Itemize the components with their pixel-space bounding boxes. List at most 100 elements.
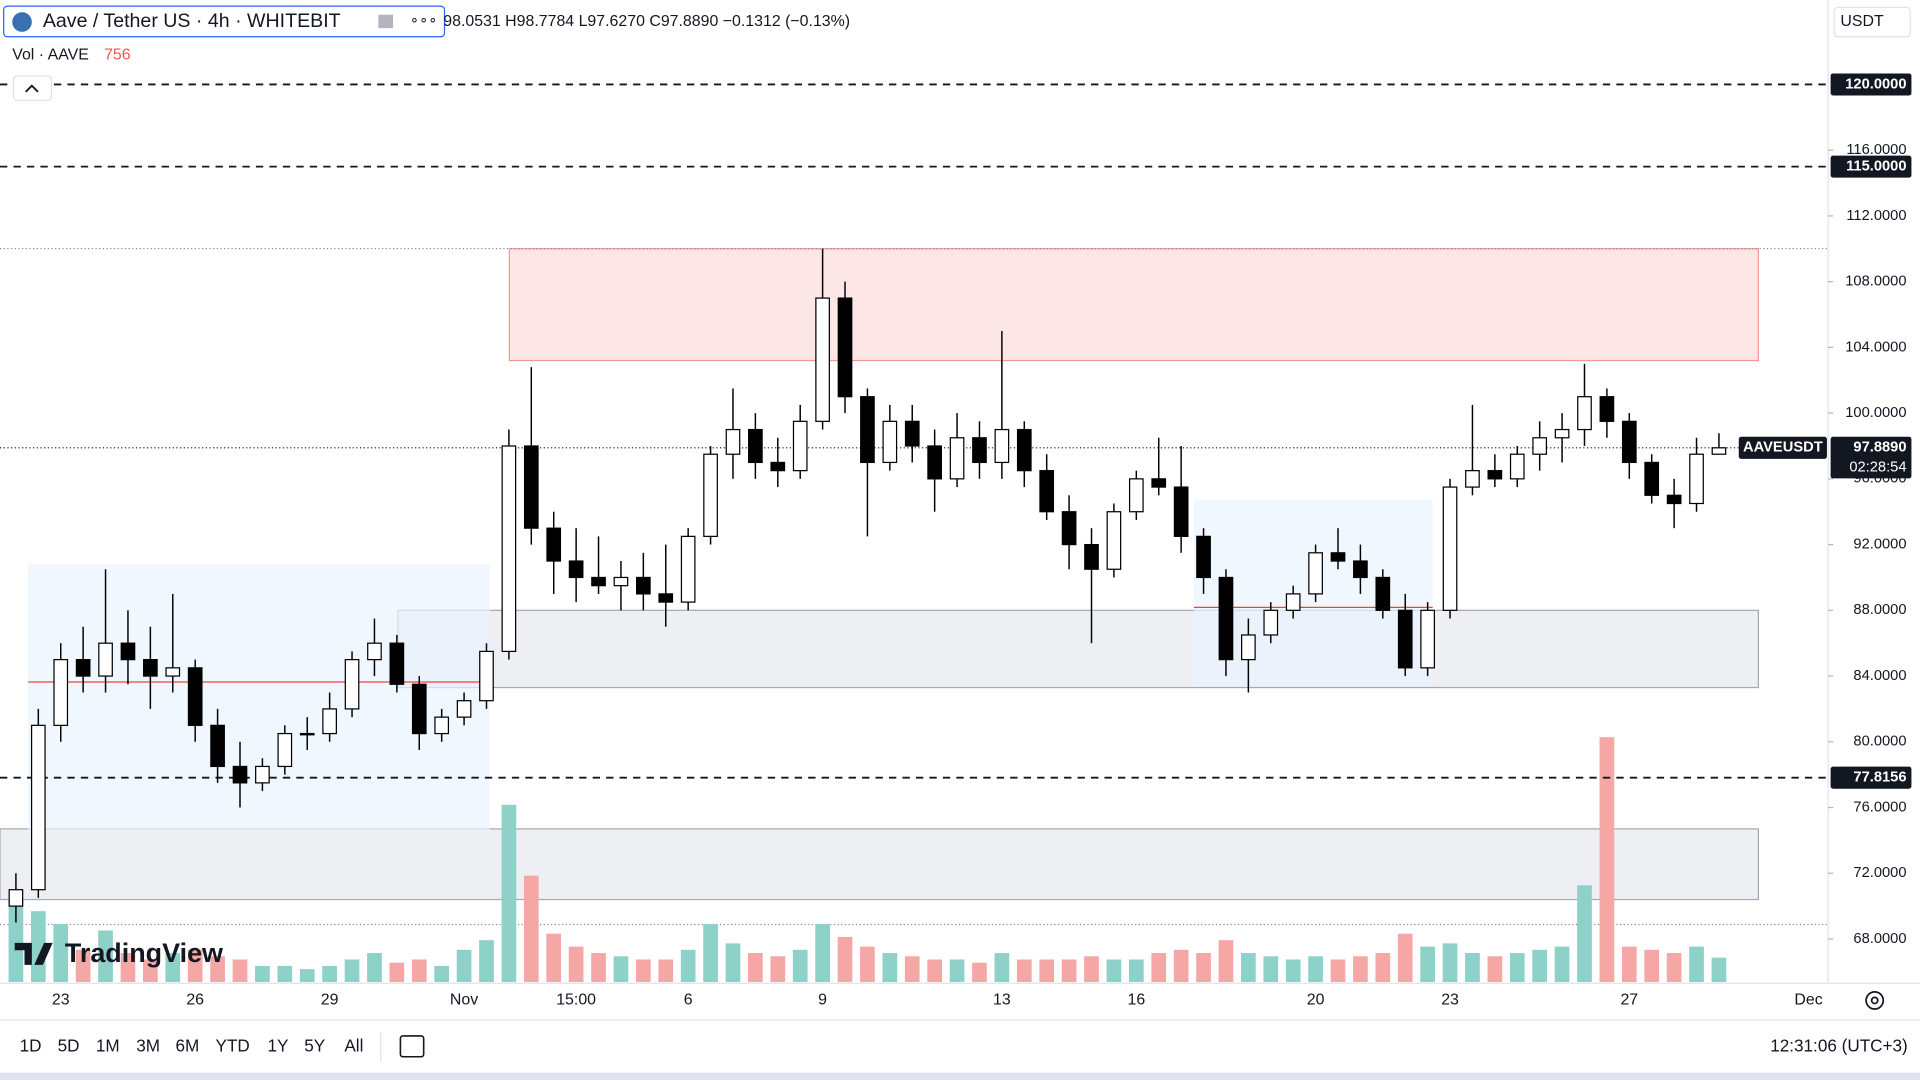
range-button[interactable]: YTD <box>216 1035 250 1055</box>
range-button[interactable]: 6M <box>175 1035 199 1055</box>
settings-icon[interactable] <box>1865 990 1885 1010</box>
collapse-button[interactable] <box>12 75 53 102</box>
range-button[interactable]: 5D <box>58 1035 80 1055</box>
symbol-box[interactable] <box>3 5 446 38</box>
level-label: 115.0000 <box>1846 159 1906 175</box>
volume-bar <box>1330 959 1346 983</box>
zone <box>0 828 1759 901</box>
candle-body <box>30 724 46 891</box>
range-button[interactable]: 1Y <box>267 1035 289 1055</box>
volume-bar <box>344 959 360 983</box>
candle-body <box>1532 437 1548 455</box>
candle-body <box>1353 560 1368 579</box>
candle-body <box>1442 486 1458 611</box>
volume-bar <box>568 946 584 983</box>
candle-body <box>1241 634 1256 661</box>
collapse-icon <box>25 84 39 93</box>
level-label: 120.0000 <box>1845 76 1906 92</box>
volume-bar <box>1106 959 1122 983</box>
x-tick-label: 9 <box>818 992 827 1009</box>
y-tick-label: 112.0000 <box>1846 208 1906 224</box>
volume-bar <box>591 953 606 983</box>
range-button[interactable]: 5Y <box>304 1035 326 1055</box>
volume-bar <box>994 953 1010 983</box>
candle-body <box>680 535 696 603</box>
candle-body <box>1285 593 1301 611</box>
volume-bar <box>277 965 293 983</box>
volume-bar <box>1420 946 1435 983</box>
volume-bar <box>120 953 136 983</box>
x-tick-label: Dec <box>1794 992 1822 1009</box>
volume-bar <box>1577 885 1592 983</box>
volume-bar <box>165 953 181 983</box>
range-button[interactable]: 3M <box>136 1035 160 1055</box>
level-label-box <box>1830 73 1912 96</box>
axis-layer: 68.0000 72.0000 76.0000 80.0000 84.0000 88.00… <box>52 73 1912 1009</box>
volume-bar <box>1285 959 1301 983</box>
candle-body <box>1554 428 1570 439</box>
volume-bar <box>187 949 203 983</box>
volume-bar <box>837 936 853 983</box>
volume-bar <box>860 946 875 983</box>
y-tick-label: 88.0000 <box>1853 602 1906 618</box>
candle-body <box>1509 453 1525 480</box>
flag-icon[interactable] <box>378 14 394 29</box>
candle-body <box>972 437 987 464</box>
x-tick-label: 13 <box>993 992 1011 1009</box>
volume-bar <box>1487 956 1503 983</box>
brand-icon <box>14 942 53 965</box>
candle-body <box>456 700 472 718</box>
clock: 12:31:06 (UTC+3) <box>1770 1035 1908 1055</box>
volume-bar <box>232 959 248 983</box>
volume-bar <box>703 924 718 983</box>
volume-bar <box>1442 943 1458 983</box>
volume-bar <box>1151 953 1167 983</box>
candle-body <box>322 708 337 735</box>
candle-body <box>1173 486 1189 537</box>
volume-bar <box>949 959 965 983</box>
y-tick-label: 108.0000 <box>1845 274 1906 290</box>
volume-bar <box>411 959 427 983</box>
y-tick-label: 68.0000 <box>1853 931 1906 947</box>
volume-bar <box>1263 956 1279 983</box>
candle-body <box>1621 420 1637 464</box>
candle-body <box>53 659 69 726</box>
candle-body <box>882 420 898 464</box>
candle-body <box>748 428 763 464</box>
volume-bar <box>299 969 315 983</box>
y-tick-label: 72.0000 <box>1853 865 1906 881</box>
range-button[interactable]: All <box>344 1035 363 1055</box>
volume-bar <box>1666 953 1682 983</box>
volume-bar <box>75 949 91 983</box>
volume-bar <box>143 959 158 983</box>
candle-body <box>1420 609 1435 669</box>
level-label: 77.8156 <box>1853 770 1906 786</box>
volume-bar <box>523 875 539 983</box>
candle-body <box>1666 494 1682 505</box>
y-tick-label: 104.0000 <box>1845 339 1906 355</box>
y-tick-label: 76.0000 <box>1853 799 1906 815</box>
volume-bar <box>882 953 898 983</box>
volume-bar <box>1375 953 1391 983</box>
currency-button[interactable] <box>1833 6 1911 38</box>
volume-bar <box>8 901 24 983</box>
zone <box>508 248 1759 362</box>
more-icon[interactable]: ∘∘∘ <box>410 13 438 29</box>
volume-bar <box>1689 946 1704 983</box>
volume-bar <box>1128 959 1144 983</box>
candle-body <box>411 683 427 735</box>
date-range-icon[interactable] <box>399 1035 425 1058</box>
volume-bar <box>1644 949 1660 983</box>
volume-bar <box>1016 959 1032 983</box>
candle-body <box>658 593 674 603</box>
range-button[interactable]: 1D <box>20 1035 42 1055</box>
symbol-title: Aave / Tether US · 4h · WHITEBIT <box>43 10 341 32</box>
volume-bar <box>1397 933 1413 983</box>
candle-body <box>636 576 651 595</box>
range-button[interactable]: 1M <box>96 1035 120 1055</box>
x-tick-label: 20 <box>1307 992 1325 1009</box>
x-tick-label: Nov <box>450 992 478 1009</box>
x-tick-label: 26 <box>186 992 204 1009</box>
zones <box>0 248 1759 901</box>
